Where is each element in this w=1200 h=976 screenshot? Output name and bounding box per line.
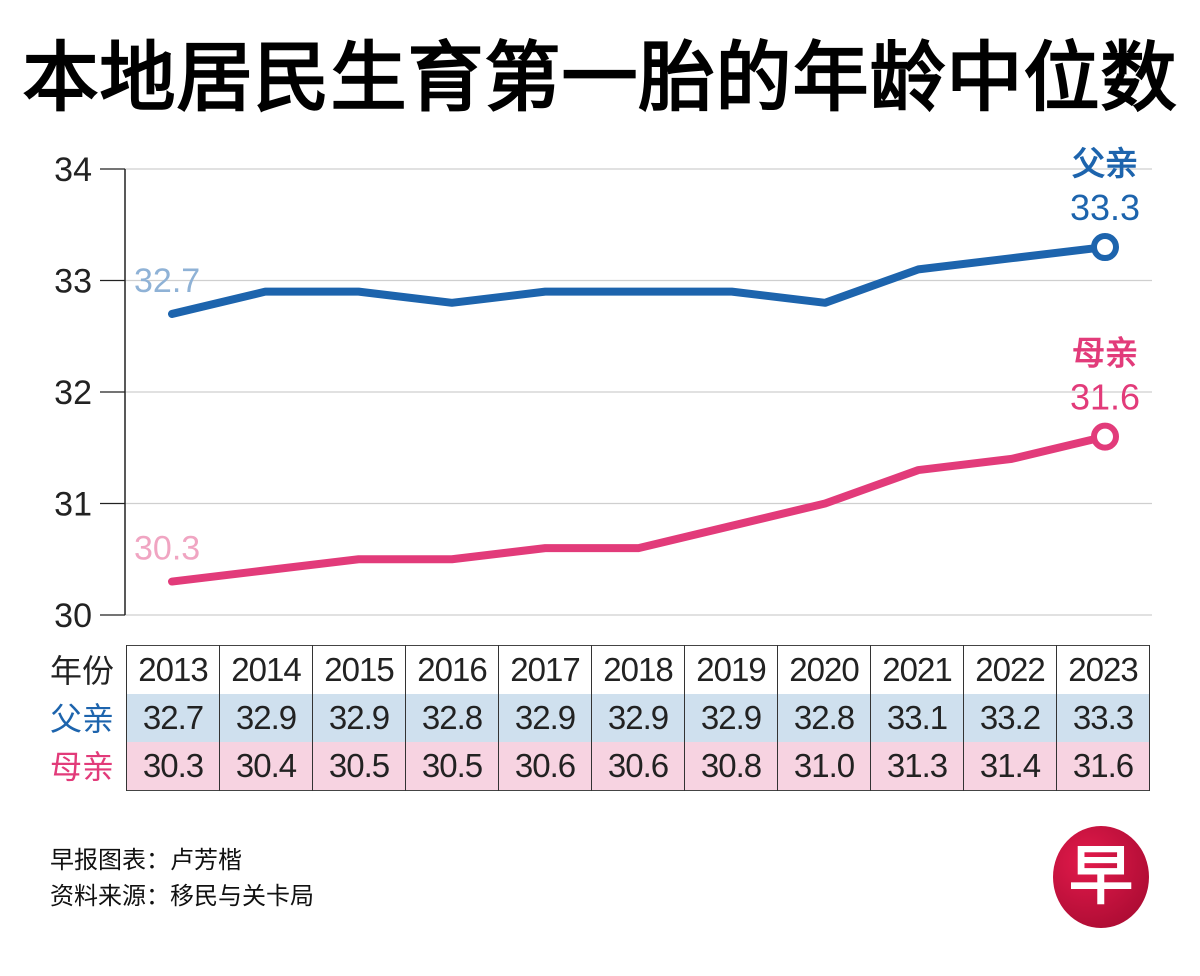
chart-credit: 早报图表：卢芳楷 — [50, 846, 242, 874]
table-cell-year: 2019 — [684, 645, 778, 694]
table-row-label-mother: 母亲 — [49, 748, 114, 786]
table-cell-year: 2018 — [591, 645, 685, 694]
table-cell-father: 32.7 — [126, 694, 220, 742]
table-cell-father: 33.3 — [1056, 694, 1150, 742]
table-cell-mother: 30.8 — [684, 742, 778, 791]
table-cell-father: 32.9 — [219, 694, 313, 742]
end-point-marker — [1091, 422, 1119, 451]
table-row-father: 32.7 32.9 32.9 32.8 32.9 32.9 32.9 32.8 33.1 33.2… — [126, 694, 1150, 742]
table-cell-father: 32.9 — [684, 694, 778, 742]
y-tick-label: 34 — [54, 151, 92, 189]
data-source: 资料来源：移民与关卡局 — [50, 882, 314, 910]
table-cell-mother: 31.3 — [870, 742, 964, 791]
series-name-label: 母亲 — [1072, 334, 1138, 373]
table-cell-year: 2015 — [312, 645, 406, 694]
table-cell-mother: 30.4 — [219, 742, 313, 791]
table-cell-mother: 30.6 — [591, 742, 685, 791]
y-tick-label: 33 — [54, 263, 92, 301]
y-tick-label: 32 — [54, 374, 92, 412]
table-cell-year: 2022 — [963, 645, 1057, 694]
start-value-label: 30.3 — [134, 530, 200, 568]
table-row-mother: 30.3 30.4 30.5 30.5 30.6 30.6 30.8 31.0 31.3 31.4… — [126, 742, 1150, 791]
table-cell-year: 2023 — [1056, 645, 1150, 694]
table-cell-mother: 31.4 — [963, 742, 1057, 791]
line-chart: 30 31 32 33 34 32.7 父亲 33.3 30.3 母亲 31.6 — [54, 144, 1152, 635]
table-cell-year: 2020 — [777, 645, 871, 694]
table-cell-father: 32.9 — [498, 694, 592, 742]
table-cell-father: 32.8 — [405, 694, 499, 742]
table-row-label-year: 年份 — [49, 652, 114, 690]
start-value-label: 32.7 — [134, 262, 200, 300]
table-cell-mother: 30.5 — [312, 742, 406, 791]
table-cell-father: 32.9 — [591, 694, 685, 742]
table-cell-father: 33.1 — [870, 694, 964, 742]
table-cell-father: 33.2 — [963, 694, 1057, 742]
table-row-years: 2013 2014 2015 2016 2017 2018 2019 2020 2021 2022… — [126, 645, 1150, 694]
table-cell-year: 2021 — [870, 645, 964, 694]
series-name-label: 父亲 — [1072, 144, 1138, 183]
table-cell-mother: 30.6 — [498, 742, 592, 791]
table-cell-mother: 30.3 — [126, 742, 220, 791]
table-cell-mother: 31.0 — [777, 742, 871, 791]
table-row-label-father: 父亲 — [49, 700, 114, 738]
table-cell-mother: 31.6 — [1056, 742, 1150, 791]
table-cell-year: 2017 — [498, 645, 592, 694]
y-tick-label: 30 — [54, 597, 92, 635]
table-cell-mother: 30.5 — [405, 742, 499, 791]
chart-title: 本地居民生育第一胎的年龄中位数 — [22, 33, 1178, 122]
zaobao-logo: 早 — [1053, 826, 1149, 928]
credits: 早报图表：卢芳楷 资料来源：移民与关卡局 — [50, 842, 314, 914]
table-cell-year: 2014 — [219, 645, 313, 694]
end-point-marker — [1091, 233, 1119, 262]
table-cell-father: 32.8 — [777, 694, 871, 742]
series-line-mother — [168, 432, 1109, 586]
table-cell-year: 2013 — [126, 645, 220, 694]
y-tick-label: 31 — [54, 486, 92, 524]
table-cell-father: 32.9 — [312, 694, 406, 742]
data-table: 2013 2014 2015 2016 2017 2018 2019 2020 2021 2022… — [126, 645, 1150, 791]
table-cell-year: 2016 — [405, 645, 499, 694]
end-value-label: 31.6 — [1070, 377, 1140, 418]
end-value-label: 33.3 — [1070, 187, 1140, 228]
